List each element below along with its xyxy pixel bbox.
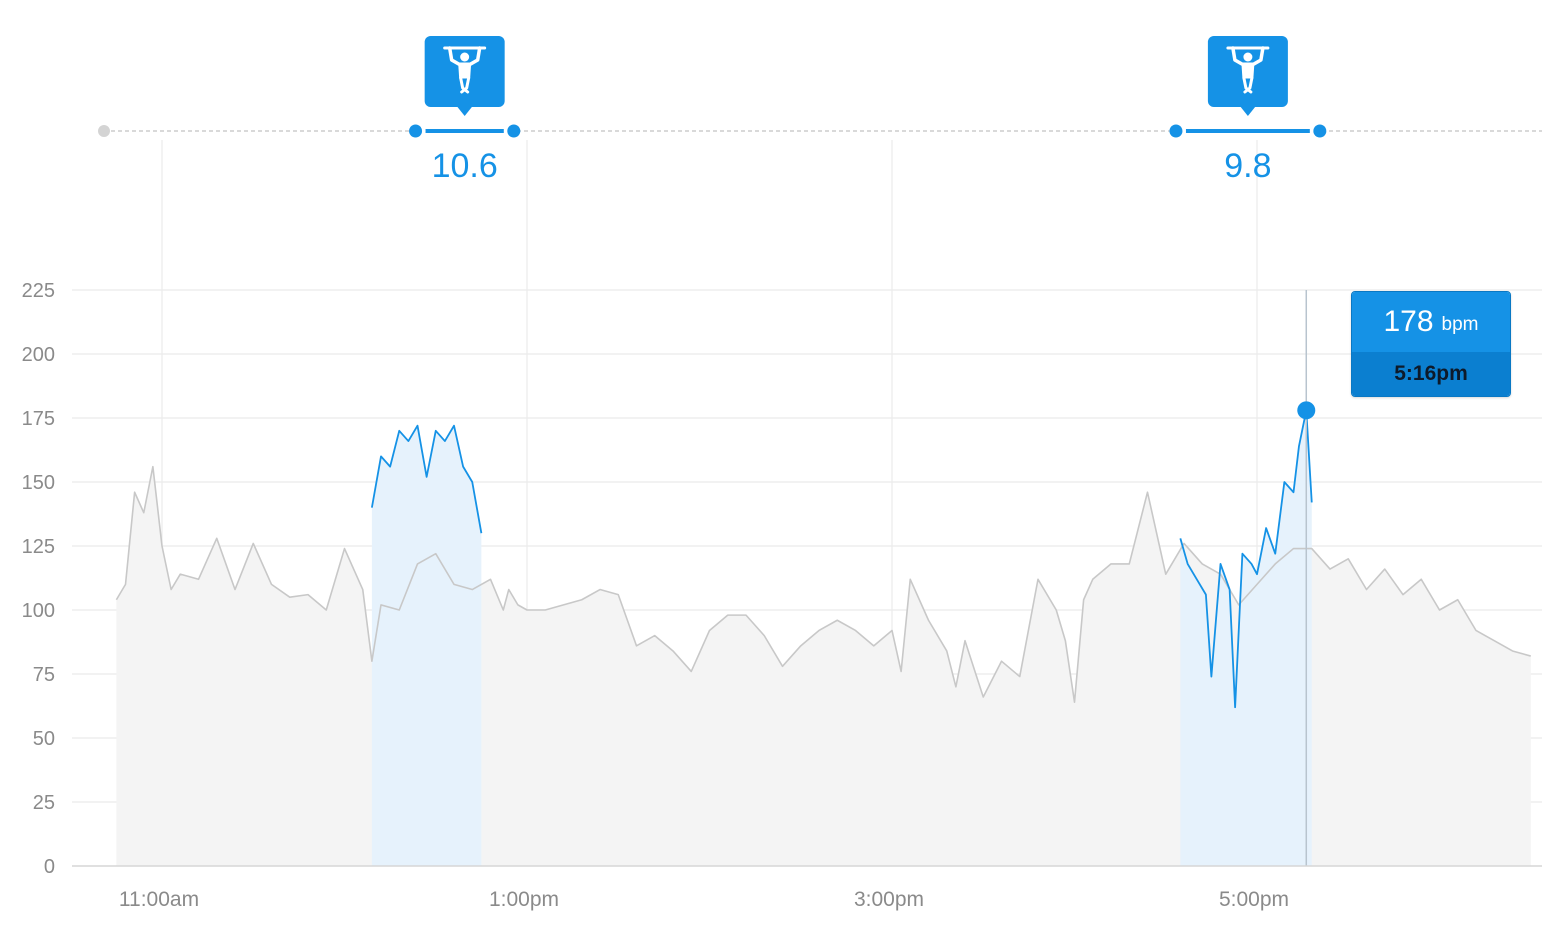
head-shape — [460, 52, 470, 62]
workout-area — [371, 425, 482, 866]
workout-value: 10.6 — [432, 147, 498, 185]
arms-shape — [447, 46, 482, 66]
y-tick-label: 150 — [22, 472, 55, 494]
workout-1-line — [370, 424, 483, 534]
y-tick-label: 0 — [44, 856, 55, 878]
legs-shape — [1242, 76, 1254, 94]
arms-shape — [1231, 46, 1265, 66]
heart-rate-line — [115, 465, 1531, 703]
y-tick-label: 175 — [22, 408, 55, 430]
torso-shape — [1241, 62, 1255, 79]
x-tick-label: 1:00pm — [489, 888, 559, 911]
timeline-start-dot — [98, 125, 110, 137]
y-tick-label: 225 — [22, 280, 55, 302]
torso-shape — [458, 62, 472, 79]
workout-start-dot — [409, 124, 423, 138]
legs-shape — [459, 76, 471, 94]
tooltip-bpm-value: 178 — [1383, 305, 1434, 338]
y-tick-label: 50 — [33, 728, 55, 750]
workout-end-dot — [1313, 124, 1327, 138]
heart-rate-tooltip: 178 bpm 5:16pm — [1351, 291, 1511, 397]
workout-end-dot — [507, 124, 521, 138]
y-tick-label: 200 — [22, 344, 55, 366]
x-tick-label: 5:00pm — [1219, 888, 1289, 911]
pullup-person-icon — [1226, 46, 1270, 94]
tooltip-bpm-unit: bpm — [1441, 314, 1479, 335]
heart-rate-area — [116, 466, 1531, 866]
tooltip-time: 5:16pm — [1352, 352, 1510, 396]
y-tick-label: 125 — [22, 536, 55, 558]
workout-marker[interactable] — [1207, 36, 1288, 116]
workout-2-line — [1179, 409, 1313, 709]
marker-pointer — [456, 106, 473, 116]
y-tick-label: 100 — [22, 600, 55, 622]
marker-pointer — [1239, 106, 1256, 116]
workout-area — [1180, 410, 1312, 866]
x-tick-label: 3:00pm — [854, 888, 924, 911]
y-tick-label: 25 — [33, 792, 55, 814]
y-tick-label: 75 — [33, 664, 55, 686]
head-shape — [1243, 52, 1253, 62]
pullup-person-icon — [443, 46, 487, 94]
workout-value: 9.8 — [1224, 147, 1271, 185]
x-tick-label: 11:00am — [119, 888, 199, 911]
workout-marker[interactable] — [424, 36, 505, 116]
tooltip-bpm-row: 178 bpm — [1352, 292, 1510, 352]
workout-start-dot — [1169, 124, 1183, 138]
highlight-point — [1297, 401, 1316, 420]
